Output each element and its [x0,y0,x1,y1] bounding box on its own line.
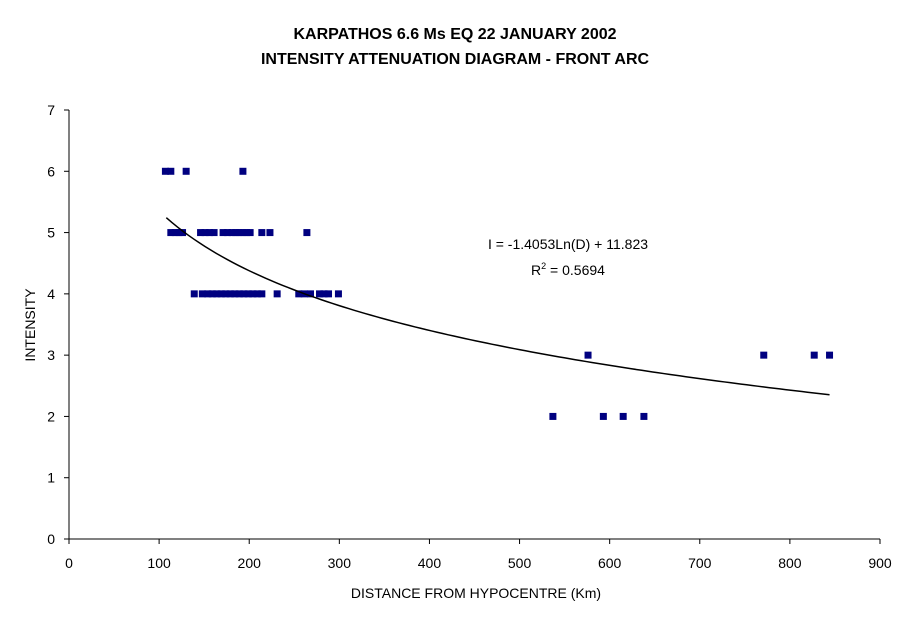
x-tick-label: 700 [688,555,712,571]
data-point [316,290,324,298]
data-point [224,229,232,237]
data-point [204,290,212,298]
data-point [303,229,311,237]
data-point [273,290,281,298]
chart-title-line-1: KARPATHOS 6.6 Ms EQ 22 JANUARY 2002 [293,26,616,43]
data-point [175,229,183,237]
x-tick-label: 400 [418,555,442,571]
data-point [320,290,328,298]
data-point [295,290,303,298]
x-ticks: 0 100 200 300 400 500 600 700 800 900 [65,539,892,571]
y-tick-label: 7 [47,102,55,118]
x-tick-label: 0 [65,555,73,571]
data-point [179,229,187,237]
y-tick-label: 6 [47,163,55,179]
data-point [243,229,251,237]
data-point [198,290,206,298]
plot-area: 0 100 200 300 400 500 600 700 800 900 0 1 2 3 4 5 6 7 [47,102,892,571]
data-points [161,167,834,420]
data-point [253,290,261,298]
data-point [249,290,257,298]
data-point [235,229,243,237]
data-point [239,229,247,237]
data-point [258,229,266,237]
data-point [760,351,768,359]
r-squared-prefix: R [531,262,541,278]
x-tick-label: 300 [328,555,352,571]
data-point [197,229,205,237]
trendline [165,217,830,396]
data-point [228,229,236,237]
x-tick-label: 800 [778,555,802,571]
data-point [231,290,239,298]
x-tick-label: 500 [508,555,532,571]
y-tick-label: 0 [47,531,55,547]
x-tick-label: 600 [598,555,622,571]
data-point [161,167,169,175]
data-point [306,290,314,298]
data-point [213,290,221,298]
data-point [325,290,333,298]
data-point [217,290,225,298]
data-point [334,290,342,298]
data-point [244,290,252,298]
data-point [201,229,209,237]
x-axis-label: DISTANCE FROM HYPOCENTRE (Km) [351,585,601,601]
r-squared-value: = 0.5694 [546,262,605,278]
data-point [190,290,198,298]
r-squared-label: R2 = 0.5694 [531,261,605,278]
data-point [171,229,179,237]
data-point [232,229,240,237]
y-ticks: 0 1 2 3 4 5 6 7 [47,102,69,547]
trendline-equation: I = -1.4053Ln(D) + 11.823 [488,236,648,252]
data-point [826,351,834,359]
data-point [258,290,266,298]
data-point [206,229,214,237]
data-point [167,229,175,237]
data-point [182,167,190,175]
data-point [584,351,592,359]
data-point [208,290,216,298]
x-tick-label: 900 [868,555,892,571]
r-squared-superscript: 2 [541,261,546,271]
data-point [246,229,254,237]
x-tick-label: 100 [147,555,171,571]
y-tick-label: 4 [47,286,55,302]
data-point [226,290,234,298]
data-point [619,412,627,420]
data-point [599,412,607,420]
y-tick-label: 5 [47,225,55,241]
y-tick-label: 1 [47,470,55,486]
data-point [266,229,274,237]
y-axis-label: INTENSITY [22,288,38,362]
data-point [549,412,557,420]
y-tick-label: 3 [47,347,55,363]
data-point [210,229,218,237]
data-point [239,167,247,175]
data-point [167,167,175,175]
data-point [640,412,648,420]
data-point [240,290,248,298]
data-point [235,290,243,298]
x-tick-label: 200 [238,555,262,571]
data-point [222,290,230,298]
data-point [219,229,227,237]
data-point [810,351,818,359]
y-tick-label: 2 [47,408,55,424]
chart-title-line-2: INTENSITY ATTENUATION DIAGRAM - FRONT AR… [261,51,650,68]
